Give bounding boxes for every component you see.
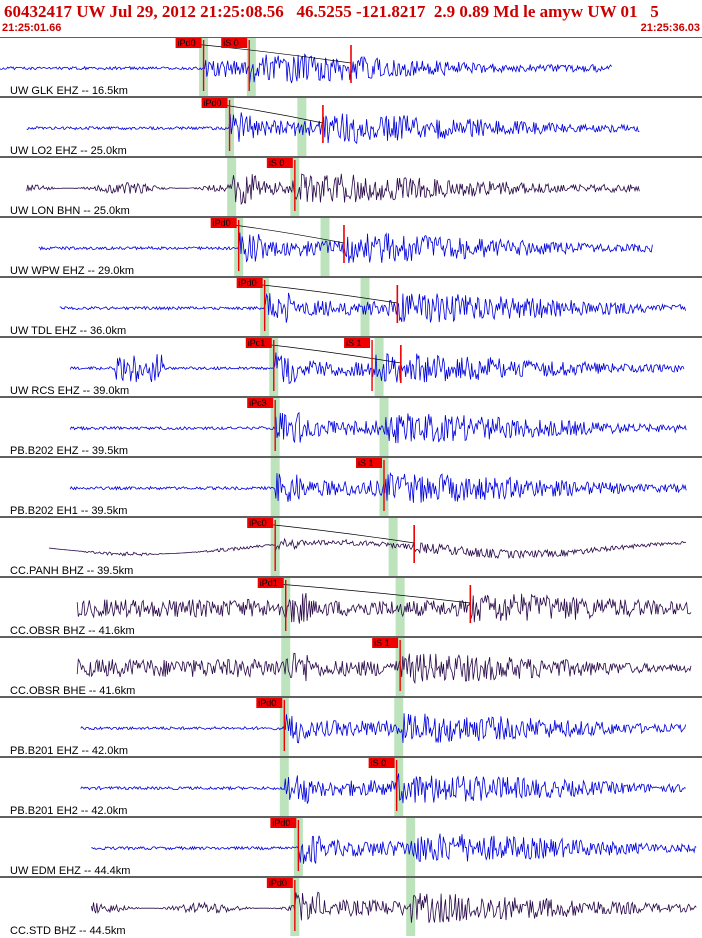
- p-pick-box: [201, 98, 228, 108]
- p-pick-box: [236, 278, 263, 288]
- waveform-line: [26, 173, 640, 206]
- s-pick-box: [372, 638, 399, 648]
- trace-row: iPd0 iS 0 UW GLK EHZ -- 16.5km: [0, 37, 702, 97]
- p-pick-label: iPd1: [260, 578, 278, 588]
- s-window-band: [360, 278, 370, 336]
- trace-label: PB.B201 EH2 -- 42.0km: [10, 805, 127, 817]
- p-pick-box: [245, 338, 272, 348]
- waveform-line: [76, 593, 692, 624]
- trace-row: iPc3 PB.B202 EHZ -- 39.5km: [0, 396, 702, 457]
- trace-label: CC.PANH BHZ -- 39.5km: [10, 565, 133, 577]
- s-window-band: [320, 218, 330, 276]
- s-window-band: [374, 338, 384, 396]
- s-pick-label: iS 1: [346, 338, 362, 348]
- waveform-line: [80, 713, 687, 744]
- trace-label: UW WPW EHZ -- 29.0km: [10, 265, 134, 277]
- p-pick-label: iPd0: [272, 818, 290, 828]
- trace-row: iPc0 CC.PANH BHZ -- 39.5km: [0, 516, 702, 577]
- waveform-line: [38, 232, 653, 264]
- waveform-line: [80, 773, 686, 804]
- trace-row: iS 0 PB.B201 EH2 -- 42.0km: [0, 756, 702, 817]
- trace-row: iS 1 CC.OBSR BHE -- 41.6km: [0, 636, 702, 697]
- trace-row: iS 1 PB.B202 EH1 -- 39.5km: [0, 456, 702, 517]
- p-pick-box: [247, 398, 274, 408]
- p-pick-label: iPd0: [239, 278, 257, 288]
- s-pick-box: [221, 38, 248, 48]
- waveform-line: [59, 292, 686, 323]
- seismogram-panel: iPd0 iS 0 UW GLK EHZ -- 16.5km iPd0 UW LO2 E…: [0, 37, 702, 937]
- waveform-line: [49, 537, 687, 560]
- trace-label: UW LO2 EHZ -- 25.0km: [10, 145, 127, 157]
- s-pick-label: iS 0: [269, 158, 285, 168]
- trace-label: CC.OBSR BHE -- 41.6km: [10, 685, 135, 697]
- waveform-line: [91, 833, 697, 864]
- trace-row: iPd0 UW LO2 EHZ -- 25.0km: [0, 96, 702, 157]
- trace-row: iPc1 iS 1 UW RCS EHZ -- 39.0km: [0, 336, 702, 397]
- s-pick-box: [344, 338, 371, 348]
- waveform-line: [69, 352, 685, 385]
- p-pick-label: iPc1: [248, 338, 266, 348]
- s-pick-label: iS 0: [371, 758, 387, 768]
- trace-label: PB.B202 EH1 -- 39.5km: [10, 505, 127, 517]
- s-pick-box: [355, 458, 382, 468]
- trace-label: UW EDM EHZ -- 44.4km: [10, 865, 130, 877]
- p-pick-box: [210, 218, 237, 228]
- arrival-curve: [265, 582, 471, 604]
- p-pick-box: [256, 698, 283, 708]
- p-pick-box: [175, 38, 202, 48]
- waveform-line: [76, 652, 692, 685]
- trace-row: iPd0 UW TDL EHZ -- 36.0km: [0, 276, 702, 337]
- time-end-label: 21:25:36.03: [640, 22, 700, 34]
- s-window-band: [246, 38, 256, 96]
- waveform-line: [26, 112, 640, 145]
- s-pick-box: [368, 758, 395, 768]
- p-pick-box: [270, 818, 297, 828]
- trace-label: PB.B201 EHZ -- 42.0km: [10, 745, 128, 757]
- s-window-band: [379, 398, 389, 456]
- waveform-line: [69, 411, 687, 444]
- trace-row: iS 0 UW LON BHN -- 25.0km: [0, 156, 702, 217]
- p-pick-label: iPd0: [269, 878, 287, 888]
- p-pick-label: iPd0: [204, 98, 222, 108]
- trace-label: CC.OBSR BHZ -- 41.6km: [10, 625, 135, 637]
- p-pick-box: [247, 518, 274, 528]
- waveform-line: [90, 891, 697, 923]
- waveform-line: [0, 53, 612, 84]
- trace-row: iPd0 UW EDM EHZ -- 44.4km: [0, 816, 702, 877]
- trace-label: CC.STD BHZ -- 44.5km: [10, 925, 126, 937]
- record-header: 60432417 UW Jul 29, 2012 21:25:08.56 46.…: [0, 0, 702, 36]
- arrival-curve: [255, 522, 415, 544]
- waveform-line: [69, 471, 687, 503]
- s-pick-box: [266, 158, 293, 168]
- time-start-label: 21:25:01.66: [2, 22, 62, 34]
- s-pick-label: iS 1: [374, 638, 390, 648]
- s-window-band: [388, 518, 398, 576]
- p-pick-label: iPc3: [249, 398, 267, 408]
- trace-label: UW RCS EHZ -- 39.0km: [10, 385, 129, 397]
- trace-row: iPd1 CC.OBSR BHZ -- 41.6km: [0, 576, 702, 637]
- p-pick-box: [257, 578, 284, 588]
- p-pick-label: iPc0: [249, 518, 267, 528]
- s-window-band: [394, 758, 404, 816]
- p-window-band: [270, 458, 280, 516]
- trace-label: UW TDL EHZ -- 36.0km: [10, 325, 126, 337]
- p-pick-label: iPd0: [213, 218, 231, 228]
- trace-label: PB.B202 EHZ -- 39.5km: [10, 445, 128, 457]
- p-pick-label: iPd0: [178, 38, 196, 48]
- trace-label: UW LON BHN -- 25.0km: [10, 205, 130, 217]
- trace-label: UW GLK EHZ -- 16.5km: [10, 85, 128, 97]
- s-window-band: [394, 698, 404, 756]
- p-pick-label: iPd0: [258, 698, 276, 708]
- event-title: 60432417 UW Jul 29, 2012 21:25:08.56 46.…: [4, 2, 659, 21]
- p-pick-box: [266, 878, 293, 888]
- trace-row: iPd0 CC.STD BHZ -- 44.5km: [0, 876, 702, 937]
- trace-row: iPd0 UW WPW EHZ -- 29.0km: [0, 216, 702, 277]
- trace-row: iPd0 PB.B201 EHZ -- 42.0km: [0, 696, 702, 757]
- s-pick-label: iS 1: [358, 458, 374, 468]
- s-pick-label: iS 0: [223, 38, 239, 48]
